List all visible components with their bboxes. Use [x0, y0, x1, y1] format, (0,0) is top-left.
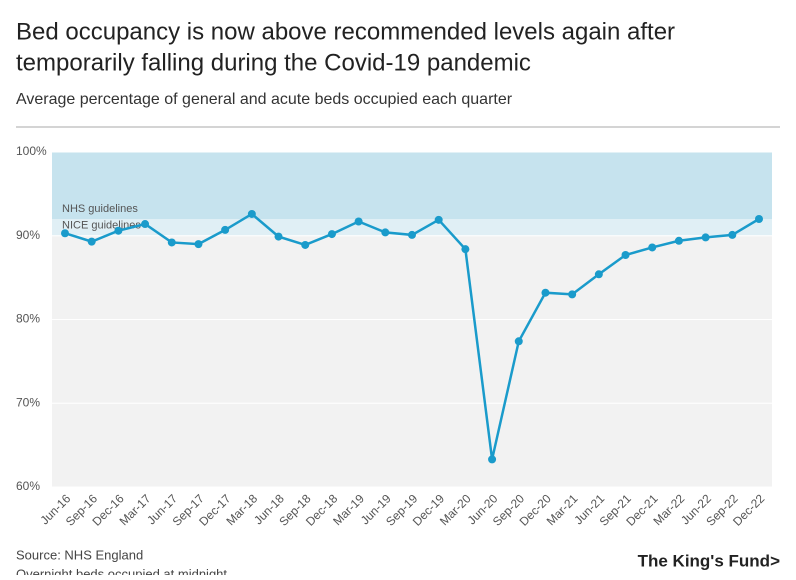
chart-title: temporarily falling during the Covid-19 … [16, 49, 531, 76]
data-point [247, 209, 256, 218]
data-point [648, 243, 657, 252]
data-point [514, 337, 523, 346]
x-tick-label: Mar-19 [330, 491, 367, 528]
y-tick-label: 80% [16, 312, 40, 326]
chart-title: Bed occupancy is now above recommended l… [16, 18, 675, 45]
y-tick-label: 60% [16, 479, 40, 493]
source: Source: NHS England [16, 547, 143, 562]
data-point [674, 236, 683, 245]
x-tick-label: Mar-17 [117, 491, 154, 528]
data-point [408, 230, 416, 239]
data-point [274, 232, 283, 241]
y-tick-label: 100% [16, 144, 47, 158]
x-tick-label: Mar-18 [223, 491, 260, 528]
data-point [594, 270, 603, 279]
data-point [568, 290, 577, 299]
guideline-band [52, 152, 772, 219]
y-tick-label: 90% [16, 228, 40, 242]
band-label: NICE guidelines [62, 220, 141, 232]
note: Overnight beds occupied at midnight [16, 566, 227, 575]
data-point [728, 230, 737, 239]
data-point [167, 238, 176, 247]
band-label: NHS guidelines [62, 203, 138, 215]
guideline-band [52, 219, 772, 236]
data-point [354, 217, 363, 226]
data-point [301, 240, 310, 249]
data-point [541, 288, 550, 297]
data-point [755, 215, 763, 223]
data-point [461, 245, 470, 254]
data-point [87, 237, 96, 246]
y-tick-label: 70% [16, 395, 40, 409]
chart-subtitle: Average percentage of general and acute … [16, 91, 513, 108]
data-point [141, 220, 150, 229]
data-point [434, 215, 443, 224]
data-point [194, 240, 203, 249]
x-tick-label: Mar-21 [544, 491, 581, 528]
data-point [327, 230, 336, 239]
data-point [701, 233, 710, 242]
data-point [381, 228, 390, 237]
data-point [221, 225, 230, 234]
x-tick-label: Mar-20 [437, 491, 474, 528]
x-tick-label: Mar-22 [651, 491, 688, 528]
data-point [488, 455, 497, 464]
data-point [114, 226, 123, 235]
data-point [61, 229, 69, 238]
brand: The King's Fund> [638, 551, 780, 570]
data-point [621, 251, 630, 260]
